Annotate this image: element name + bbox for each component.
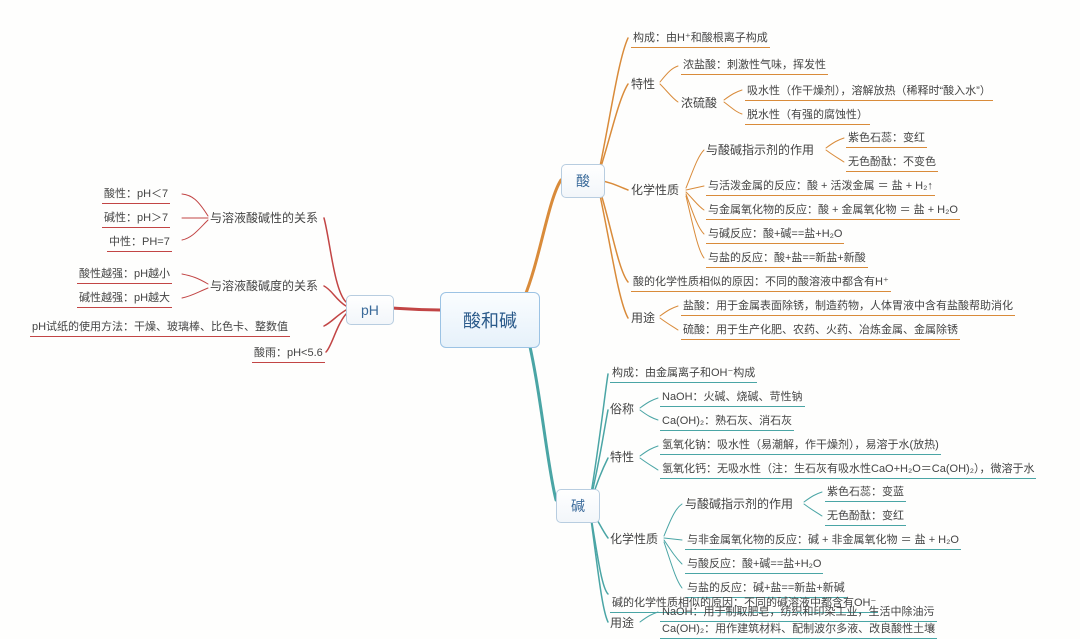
base-chem-ind: 与酸碱指示剂的作用 [685, 495, 793, 512]
acid-prop1: 浓盐酸：刺激性气味，挥发性 [681, 56, 828, 75]
root-node: 酸和碱 [440, 292, 540, 348]
acid-chem4: 与碱反应：酸+碱==盐+H₂O [706, 225, 844, 244]
base-name2: Ca(OH)₂：熟石灰、消石灰 [660, 412, 794, 431]
acid-h2so4-1: 吸水性（作干燥剂），溶解放热（稀释时“酸入水”） [745, 82, 993, 101]
acid-chem: 化学性质 [631, 181, 679, 198]
base-prop: 特性 [610, 448, 634, 465]
ph-sub1-leaf3: 中性：PH=7 [107, 233, 172, 252]
ph-leaf4: 酸雨：pH<5.6 [252, 344, 325, 363]
acid-reason: 酸的化学性质相似的原因：不同的酸溶液中都含有H⁺ [631, 273, 891, 292]
acid-use1: 盐酸：用于金属表面除锈，制造药物，人体胃液中含有盐酸帮助消化 [681, 297, 1015, 316]
ph-sub2: 与溶液酸碱度的关系 [210, 277, 318, 294]
ph-sub1-leaf2: 碱性：pH＞7 [102, 209, 170, 228]
base-use2: Ca(OH)₂：用作建筑材料、配制波尔多液、改良酸性土壤 [660, 620, 937, 639]
base-prop2: 氢氧化钙：无吸水性（注：生石灰有吸水性CaO+H₂O＝Ca(OH)₂），微溶于水 [660, 460, 1036, 479]
base-name: 俗称 [610, 400, 634, 417]
base-name1: NaOH：火碱、烧碱、苛性钠 [660, 388, 805, 407]
acid-chem3: 与金属氧化物的反应：酸 + 金属氧化物 ＝ 盐 + H₂O [706, 201, 960, 220]
acid-chem2: 与活泼金属的反应：酸 + 活泼金属 ＝ 盐 + H₂↑ [706, 177, 935, 196]
branch-base: 碱 [556, 489, 600, 523]
base-use: 用途 [610, 614, 634, 631]
ph-sub2-leaf2: 碱性越强：pH越大 [77, 289, 172, 308]
ph-sub1-leaf1: 酸性：pH＜7 [102, 185, 170, 204]
acid-use: 用途 [631, 309, 655, 326]
base-chem3: 与酸反应：酸+碱==盐+H₂O [685, 555, 823, 574]
ph-leaf3: pH试纸的使用方法：干燥、玻璃棒、比色卡、整数值 [30, 318, 290, 337]
acid-chem-ind1: 紫色石蕊：变红 [846, 129, 927, 148]
base-chem-ind2: 无色酚酞：变红 [825, 507, 906, 526]
branch-acid: 酸 [561, 164, 605, 198]
ph-sub1: 与溶液酸碱性的关系 [210, 209, 318, 226]
acid-chem-ind: 与酸碱指示剂的作用 [706, 141, 814, 158]
branch-ph: pH [346, 295, 394, 325]
base-chem: 化学性质 [610, 530, 658, 547]
base-prop1: 氢氧化钠：吸水性（易潮解，作干燥剂），易溶于水(放热) [660, 436, 941, 455]
acid-comp: 构成：由H⁺和酸根离子构成 [631, 29, 770, 48]
acid-use2: 硫酸：用于生产化肥、农药、火药、冶炼金属、金属除锈 [681, 321, 960, 340]
acid-chem-ind2: 无色酚酞：不变色 [846, 153, 938, 172]
acid-chem5: 与盐的反应：酸+盐==新盐+新酸 [706, 249, 868, 268]
acid-prop: 特性 [631, 75, 655, 92]
base-comp: 构成：由金属离子和OH⁻构成 [610, 364, 757, 383]
base-chem-ind1: 紫色石蕊：变蓝 [825, 483, 906, 502]
base-chem2: 与非金属氧化物的反应：碱 + 非金属氧化物 ＝ 盐 + H₂O [685, 531, 961, 550]
acid-h2so4-2: 脱水性（有强的腐蚀性） [745, 106, 870, 125]
acid-h2so4: 浓硫酸 [681, 94, 717, 111]
ph-sub2-leaf1: 酸性越强：pH越小 [77, 265, 172, 284]
